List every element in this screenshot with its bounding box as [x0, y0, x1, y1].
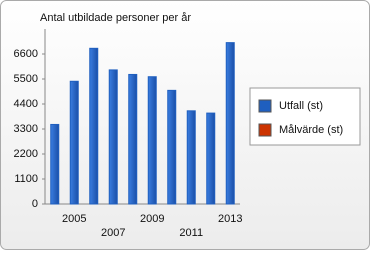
x-tick-label: 2009 — [140, 213, 164, 225]
x-tick-label: 2005 — [62, 213, 86, 225]
x-tick-label: 2011 — [179, 227, 203, 239]
y-tick-label: 2200 — [14, 148, 38, 160]
legend-swatch — [258, 123, 272, 137]
legend-label: Utfall (st) — [279, 100, 323, 112]
legend-label: Målvärde (st) — [279, 124, 343, 136]
bar — [69, 80, 79, 205]
bar — [108, 69, 118, 205]
bar — [186, 110, 196, 205]
bar — [206, 112, 216, 205]
y-tick-label: 4400 — [14, 98, 38, 110]
legend-swatch — [258, 99, 272, 113]
y-tick-label: 6600 — [14, 48, 38, 60]
chart-title: Antal utbildade personer per år — [40, 12, 191, 24]
bar — [225, 42, 235, 205]
bar — [128, 73, 138, 205]
y-tick-label: 5500 — [14, 73, 38, 85]
y-tick-label: 3300 — [14, 123, 38, 135]
x-tick-label: 2007 — [101, 227, 125, 239]
x-tick-label: 2013 — [218, 213, 242, 225]
bar — [50, 123, 60, 205]
bar — [147, 76, 157, 205]
y-tick-label: 0 — [32, 198, 38, 210]
bar — [89, 47, 99, 205]
y-tick-label: 1100 — [14, 173, 38, 185]
bar — [167, 89, 177, 205]
